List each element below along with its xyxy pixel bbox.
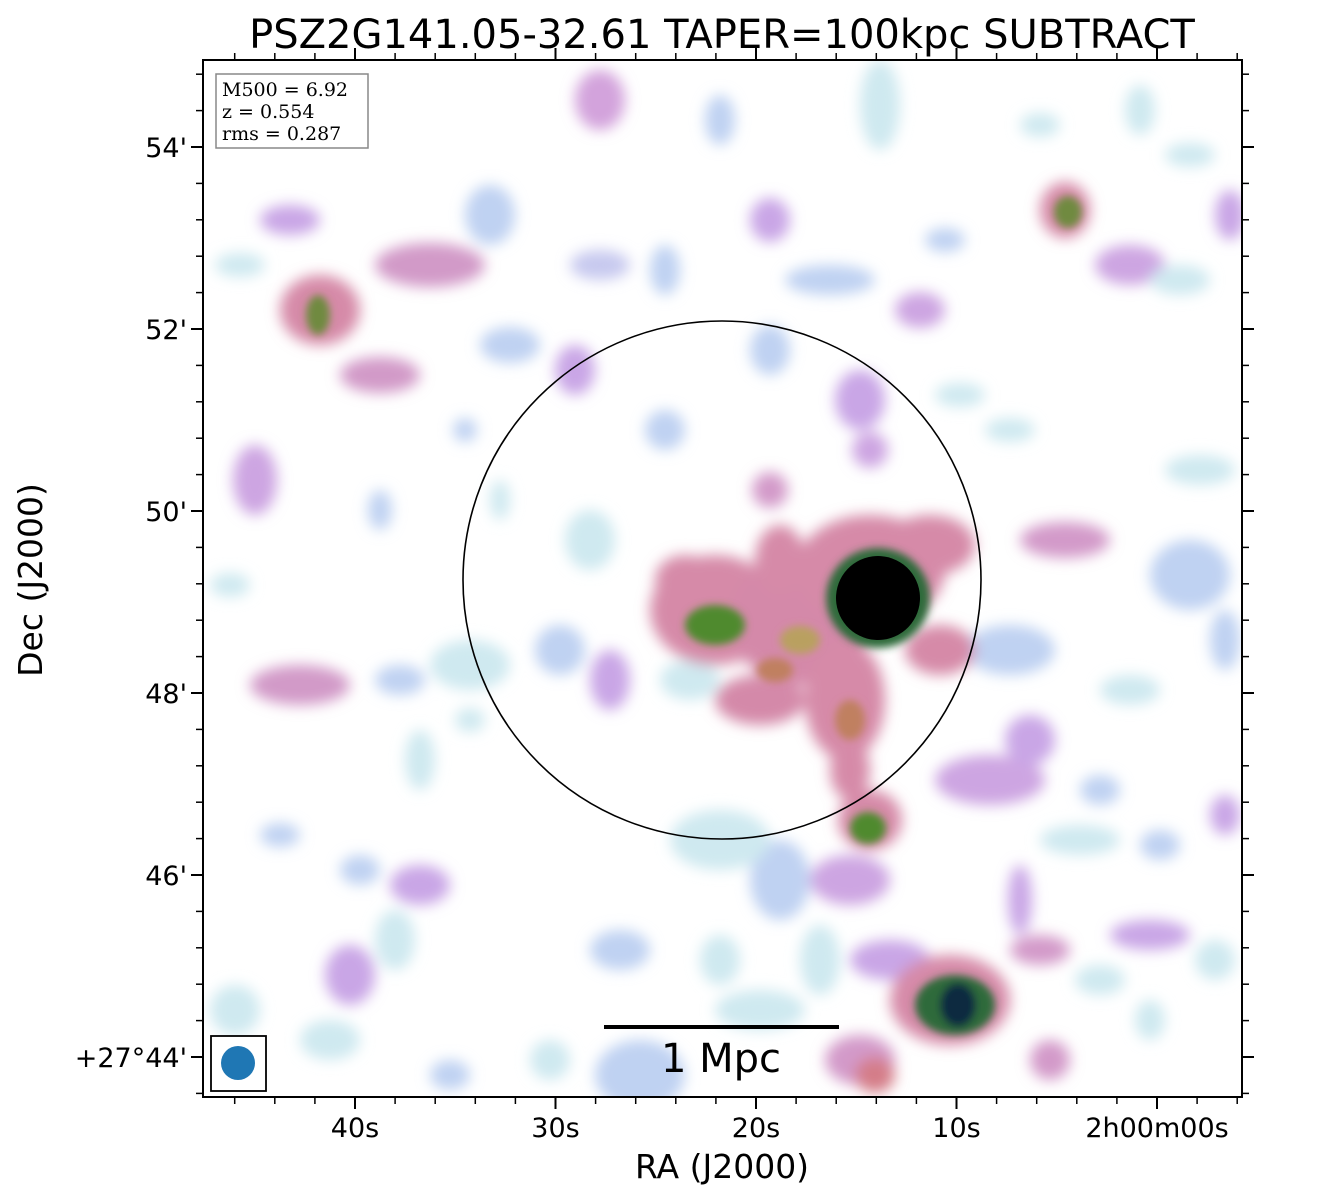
y-axis-label: Dec (J2000) [11,483,50,677]
y-tick-label: 48' [145,679,187,710]
info-rms: rms = 0.287 [222,123,341,145]
y-tick-label: 54' [145,133,187,164]
x-tick-label: 10s [932,1113,980,1144]
x-tick-label: 40s [331,1113,379,1144]
x-tick-label: 2h00m00s [1085,1113,1228,1144]
axis-ticks [191,48,1254,1109]
radio-image [203,60,1242,1097]
beam-ellipse [221,1046,255,1080]
info-box: M500 = 6.92 z = 0.554 rms = 0.287 [215,73,369,149]
tick-labels: 40s 30s 20s 10s 2h00m00s 54' 52' 50' 48' 46' +27°4… [75,133,1229,1144]
y-tick-label: 46' [145,861,187,892]
bright-cores [306,196,1082,1035]
x-axis-label: RA (J2000) [635,1147,809,1186]
info-mass: M500 = 6.92 [222,79,348,101]
plot-frame [202,59,1243,1098]
scalebar-label: 1 Mpc [661,1036,781,1082]
emission-blobs [210,60,1242,1097]
x-tick-label: 20s [732,1113,780,1144]
bright-radio-source [836,556,920,640]
y-tick-label: 52' [145,315,187,346]
r500-circle [462,320,982,840]
beam-box [210,1035,267,1092]
x-tick-label: 30s [531,1113,579,1144]
y-tick-label: 50' [145,497,187,528]
info-redshift: z = 0.554 [222,101,314,123]
plot-title: PSZ2G141.05-32.61 TAPER=100kpc SUBTRACT [249,12,1195,58]
y-tick-label: +27°44' [75,1043,187,1074]
